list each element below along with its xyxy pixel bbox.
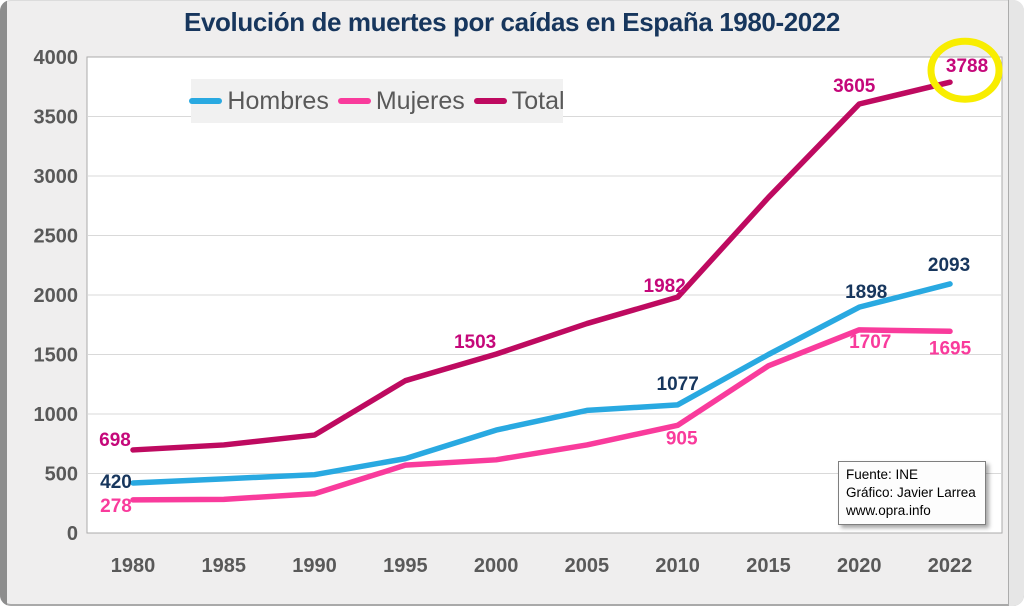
legend-swatch-total <box>473 98 507 104</box>
legend-label-total: Total <box>511 86 565 115</box>
series-line-hombres <box>130 281 953 486</box>
data-label-hombres-2022: 2093 <box>928 255 970 276</box>
x-axis-tick-label: 2022 <box>928 555 973 577</box>
x-axis-tick-label: 1990 <box>292 555 337 577</box>
y-axis-tick-label: 4000 <box>34 47 79 69</box>
source-line-web: www.opra.info <box>846 502 931 518</box>
legend-label-mujeres: Mujeres <box>375 86 465 115</box>
data-label-hombres-1980: 420 <box>100 472 132 493</box>
x-axis-tick-label: 2005 <box>565 555 610 577</box>
data-label-mujeres-2010: 905 <box>666 428 698 449</box>
y-axis-tick-label: 3000 <box>34 166 79 188</box>
series-line-mujeres <box>130 327 953 503</box>
series-line-total <box>130 79 953 453</box>
legend-item-total: Total <box>473 86 565 115</box>
x-axis-tick-label: 2020 <box>837 555 882 577</box>
data-label-total-2000: 1503 <box>454 332 496 353</box>
source-line-grafico: Gráfico: Javier Larrea <box>846 484 976 500</box>
source-box: Fuente: INE Gráfico: Javier Larrea www.o… <box>838 461 986 526</box>
legend-swatch-hombres <box>189 98 223 104</box>
y-axis-tick-label: 500 <box>45 464 78 486</box>
legend-label-hombres: Hombres <box>227 86 329 115</box>
highlight-circle <box>927 37 1003 103</box>
x-axis-tick-label: 2010 <box>655 555 700 577</box>
data-label-total-1980: 698 <box>99 430 131 451</box>
data-label-hombres-2010: 1077 <box>657 374 699 395</box>
data-label-total-2022: 3788 <box>946 56 988 77</box>
legend-item-hombres: Hombres <box>189 86 329 115</box>
data-label-mujeres-2020: 1707 <box>849 332 891 353</box>
data-label-total-2010: 1982 <box>644 276 686 297</box>
y-axis-tick-label: 2500 <box>34 226 79 248</box>
x-axis-tick-label: 2015 <box>746 555 791 577</box>
legend-swatch-mujeres <box>337 98 371 104</box>
x-axis-tick-label: 1995 <box>383 555 428 577</box>
legend-item-mujeres: Mujeres <box>337 86 465 115</box>
y-axis-tick-label: 0 <box>67 523 78 545</box>
chart-legend: Hombres Mujeres Total <box>189 79 565 123</box>
x-axis-tick-label: 2000 <box>474 555 519 577</box>
data-label-mujeres-1980: 278 <box>100 496 132 517</box>
x-axis-tick-label: 1985 <box>202 555 247 577</box>
frame-right-edge <box>1008 0 1024 606</box>
x-axis-tick-label: 1980 <box>111 555 156 577</box>
source-line-fuente: Fuente: INE <box>846 467 919 482</box>
y-axis-tick-label: 3500 <box>34 107 79 129</box>
data-label-total-2020: 3605 <box>833 76 876 97</box>
frame-left-edge <box>0 0 7 606</box>
y-axis-tick-label: 1500 <box>34 345 79 367</box>
y-axis-tick-label: 2000 <box>34 285 79 307</box>
data-label-mujeres-2022: 1695 <box>929 338 972 359</box>
y-axis-tick-label: 1000 <box>34 404 79 426</box>
chart-title: Evolución de muertes por caídas en Españ… <box>184 7 840 37</box>
data-label-hombres-2020: 1898 <box>845 282 887 303</box>
